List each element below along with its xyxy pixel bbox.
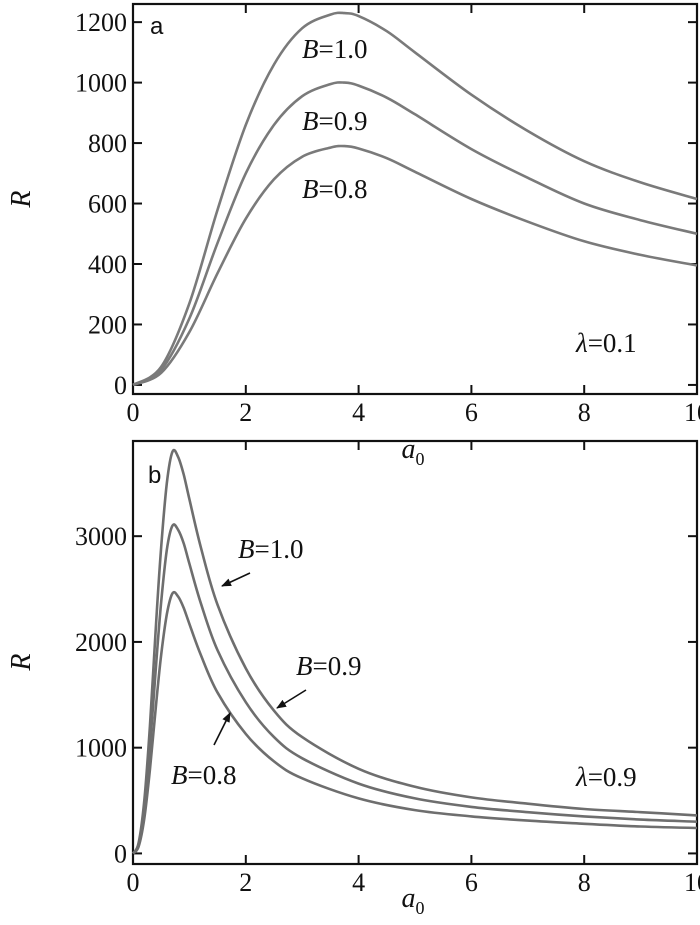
x-tick-label: 2 <box>239 868 252 897</box>
series-label: B=0.9 <box>302 106 367 136</box>
panel-b: 0 2 4 6 8 10 0 1000 2000 3000 Ra0 b B=1.0 B=0.9 B=0.8 λ… <box>6 439 700 918</box>
x-tick-label: 6 <box>465 398 478 427</box>
parameter-label: λ=0.9 <box>575 762 637 792</box>
x-axis-label: a0 <box>402 883 425 918</box>
y-tick-label: 600 <box>88 190 127 219</box>
x-axis-label: a0 <box>402 434 425 469</box>
y-tick-label: 1000 <box>75 69 127 98</box>
y-tick-label: 0 <box>114 839 127 868</box>
x-tick-label: 10 <box>684 398 700 427</box>
y-axis-label: R <box>6 190 37 208</box>
x-tick-label: 2 <box>239 398 252 427</box>
parameter-label: λ=0.1 <box>575 328 637 358</box>
y-tick-label: 0 <box>114 371 127 400</box>
x-tick-label: 6 <box>465 868 478 897</box>
series-line-b-0-9 <box>132 81 698 387</box>
x-tick-label: 0 <box>127 398 140 427</box>
panel-letter: b <box>148 462 161 489</box>
series-line-b-0-8 <box>131 590 698 855</box>
series-line-b-0-8 <box>132 144 698 387</box>
y-tick-label: 1200 <box>75 8 127 37</box>
y-tick-label: 1000 <box>75 734 127 763</box>
panel-letter: a <box>150 13 164 40</box>
x-tick-label: 8 <box>578 398 591 427</box>
x-tick-label: 8 <box>578 868 591 897</box>
series-label: B=1.0 <box>238 534 303 564</box>
y-tick-label: 200 <box>88 310 127 339</box>
y-tick-label: 800 <box>88 129 127 158</box>
y-tick-label: 2000 <box>75 628 127 657</box>
series-label: B=0.9 <box>296 651 361 681</box>
annotation-arrow <box>276 689 307 709</box>
series-label: B=0.8 <box>171 760 236 790</box>
series-line-b-1-0 <box>131 448 698 855</box>
x-tick-label: 0 <box>127 868 140 897</box>
y-tick-label: 3000 <box>75 522 127 551</box>
x-tick-label: 4 <box>352 398 365 427</box>
series-line-b-1-0 <box>132 11 698 387</box>
panel-a: 0 2 4 6 8 10 0 200 400 600 800 1000 1200 Ra0 a B=1.0 B=0… <box>6 2 700 469</box>
y-axis-label: R <box>6 653 37 671</box>
plot-frame <box>131 439 699 866</box>
x-tick-label: 10 <box>684 868 700 897</box>
annotation-arrow <box>221 572 251 587</box>
y-tick-label: 400 <box>88 250 127 279</box>
series-line-b-0-9 <box>131 523 698 855</box>
x-tick-label: 4 <box>352 868 365 897</box>
series-label: B=1.0 <box>302 34 367 64</box>
annotation-arrow <box>213 712 231 746</box>
series-label: B=0.8 <box>302 174 367 204</box>
